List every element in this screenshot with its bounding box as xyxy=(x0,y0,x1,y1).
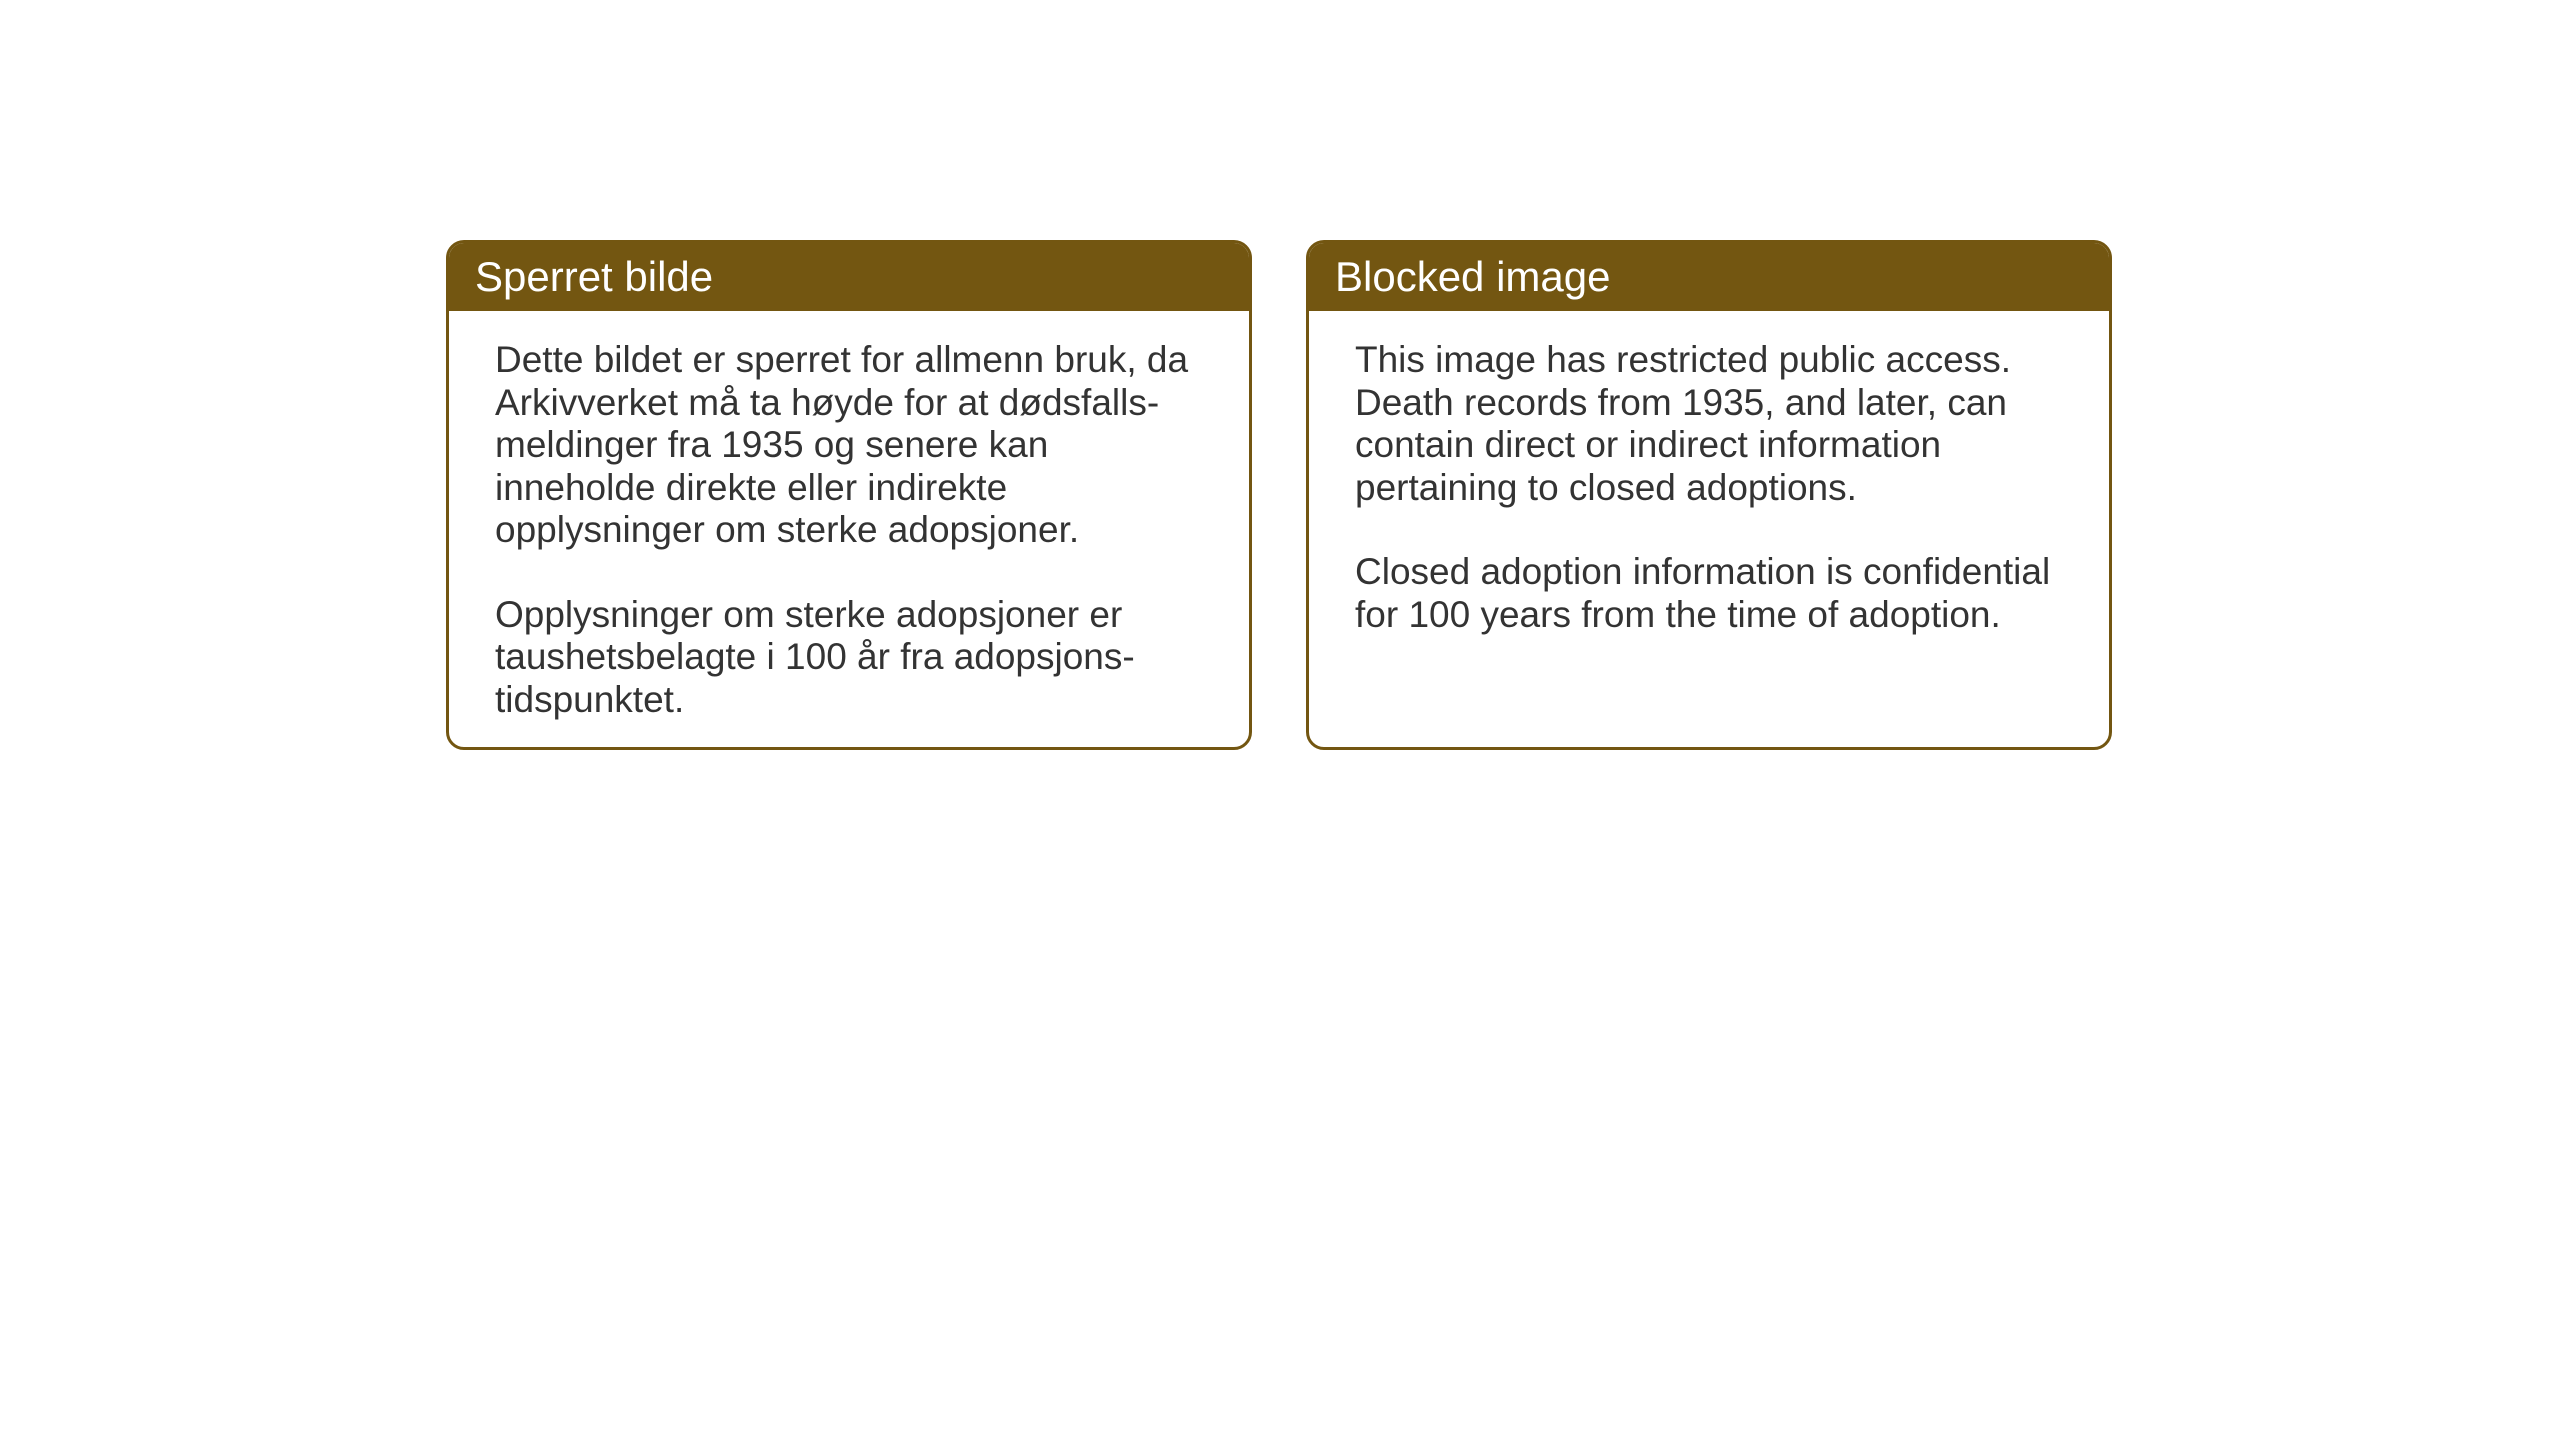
norwegian-card: Sperret bilde Dette bildet er sperret fo… xyxy=(446,240,1252,750)
english-paragraph-2: Closed adoption information is confident… xyxy=(1355,551,2069,636)
norwegian-card-body: Dette bildet er sperret for allmenn bruk… xyxy=(449,311,1249,749)
norwegian-paragraph-1: Dette bildet er sperret for allmenn bruk… xyxy=(495,339,1209,552)
english-card-header: Blocked image xyxy=(1309,243,2109,311)
english-paragraph-1: This image has restricted public access.… xyxy=(1355,339,2069,509)
norwegian-card-header: Sperret bilde xyxy=(449,243,1249,311)
english-card: Blocked image This image has restricted … xyxy=(1306,240,2112,750)
cards-container: Sperret bilde Dette bildet er sperret fo… xyxy=(446,240,2112,750)
english-card-title: Blocked image xyxy=(1335,253,1610,300)
english-card-body: This image has restricted public access.… xyxy=(1309,311,2109,664)
norwegian-card-title: Sperret bilde xyxy=(475,253,713,300)
norwegian-paragraph-2: Opplysninger om sterke adopsjoner er tau… xyxy=(495,594,1209,722)
